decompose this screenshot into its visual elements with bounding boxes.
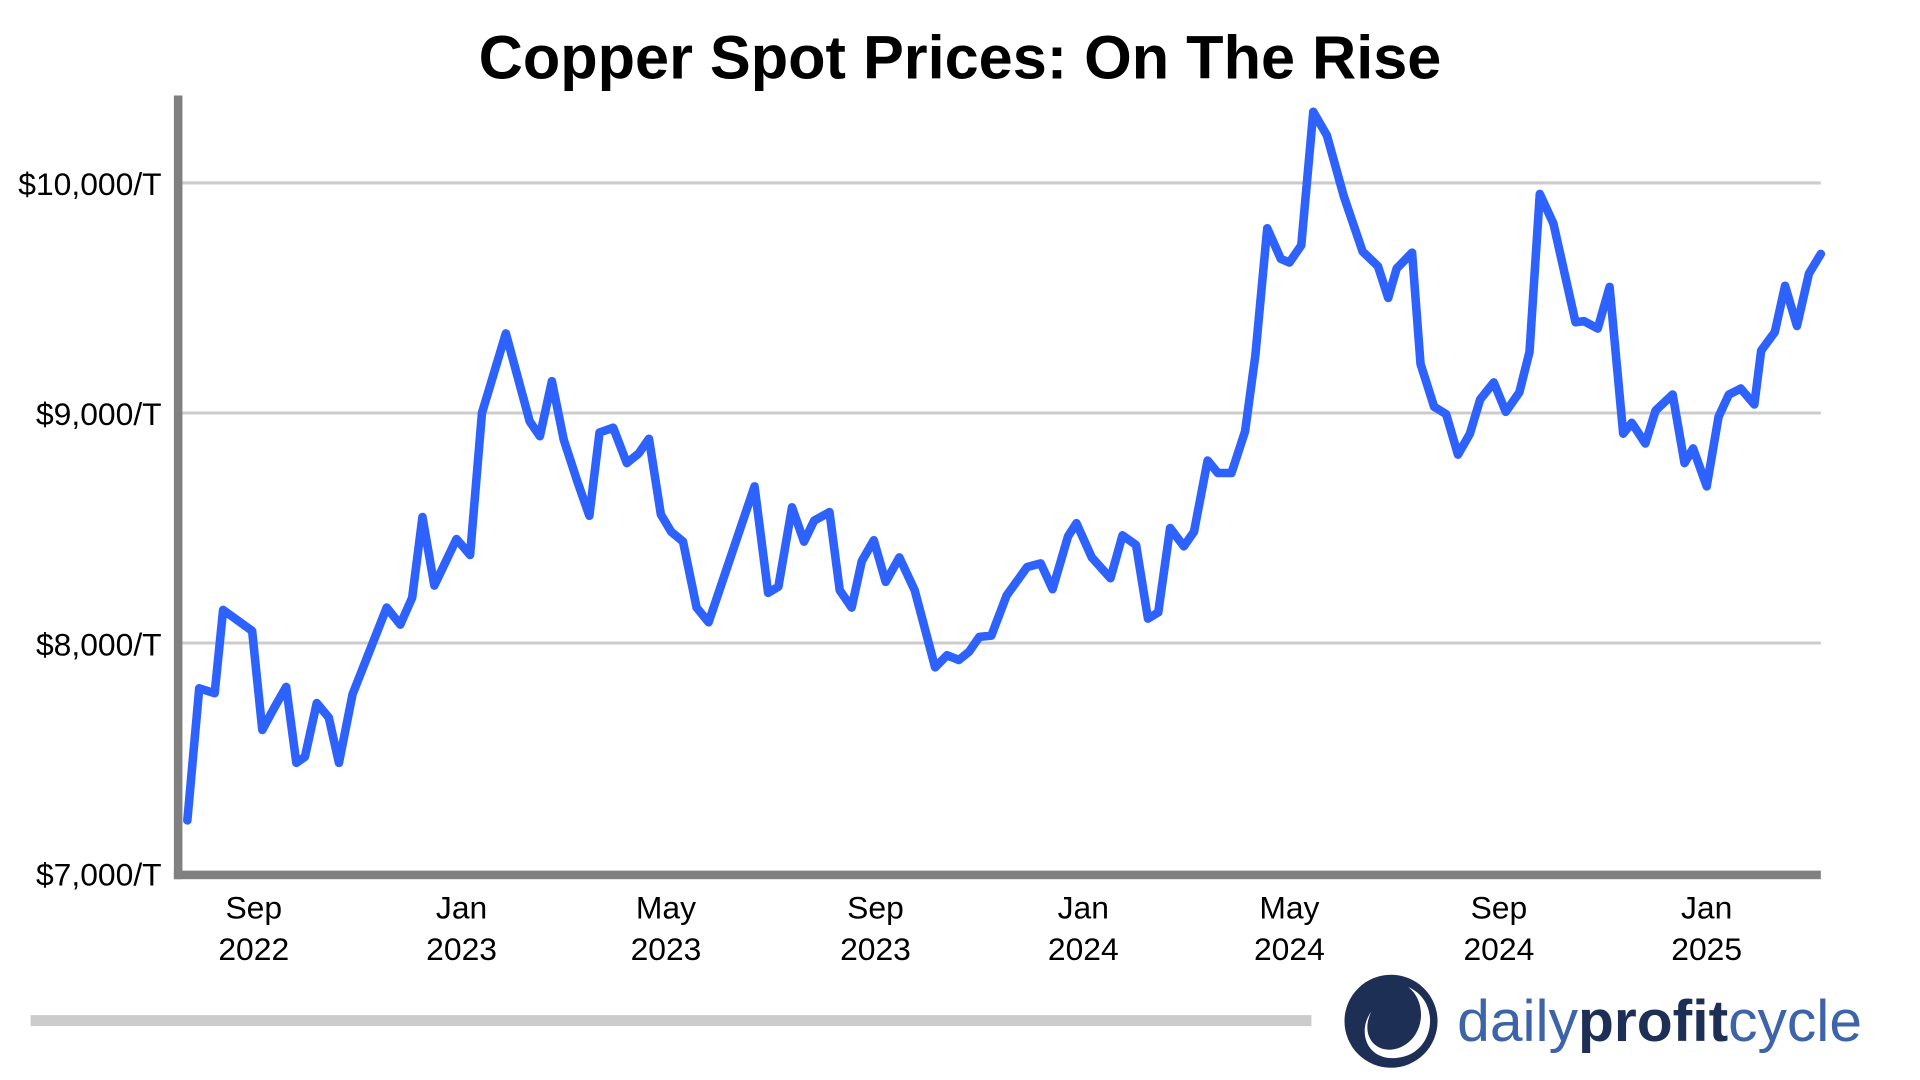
x-tick-year: 2024 xyxy=(1048,931,1119,967)
x-axis-line xyxy=(173,870,1821,880)
footer-bar xyxy=(30,1015,1312,1027)
x-tick-year: 2023 xyxy=(840,931,911,967)
x-tick-year: 2024 xyxy=(1254,931,1325,967)
logo-text-cycle: cycle xyxy=(1728,989,1862,1054)
x-tick-month: Jan xyxy=(1058,889,1109,925)
x-tick-month: Sep xyxy=(847,889,904,925)
logo: dailyprofitcycle xyxy=(1344,974,1862,1068)
x-tick-month: Sep xyxy=(225,889,282,925)
y-axis-line xyxy=(173,95,183,880)
y-tick-label: $7,000/T xyxy=(36,856,162,892)
logo-text-daily: daily xyxy=(1457,989,1578,1054)
data-points xyxy=(187,111,1821,821)
logo-text-profit: profit xyxy=(1578,989,1728,1054)
price-line xyxy=(183,107,1826,825)
x-tick-year: 2022 xyxy=(218,931,289,967)
chart-title: Copper Spot Prices: On The Rise xyxy=(479,23,1442,91)
x-tick-year: 2023 xyxy=(426,931,497,967)
gridlines xyxy=(177,181,1821,645)
y-tick-label: $8,000/T xyxy=(36,626,162,662)
y-tick-label: $9,000/T xyxy=(36,396,162,432)
x-tick-month: Jan xyxy=(1681,889,1732,925)
y-axis-ticks: $7,000/T $8,000/T $9,000/T $10,000/T xyxy=(18,166,161,892)
x-tick-month: Jan xyxy=(436,889,487,925)
x-tick-year: 2024 xyxy=(1463,931,1534,967)
svg-text:dailyprofitcycle: dailyprofitcycle xyxy=(1457,989,1862,1054)
x-axis-ticks: Sep 2022 Jan 2023 May 2023 Sep 2023 Jan 2024 May 20… xyxy=(218,889,1742,967)
x-tick-month: Sep xyxy=(1471,889,1528,925)
x-tick-month: May xyxy=(1259,889,1319,925)
x-tick-month: May xyxy=(636,889,696,925)
y-tick-label: $10,000/T xyxy=(18,166,161,202)
x-tick-year: 2025 xyxy=(1671,931,1742,967)
x-tick-year: 2023 xyxy=(631,931,702,967)
logo-swoosh-icon xyxy=(1364,986,1431,1059)
